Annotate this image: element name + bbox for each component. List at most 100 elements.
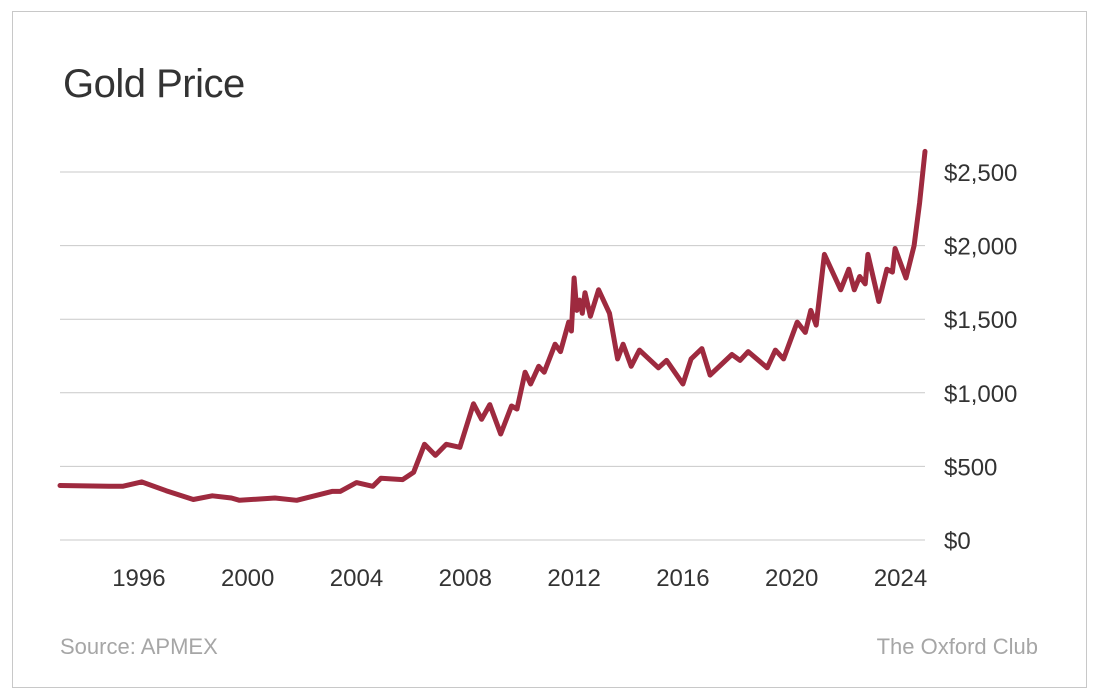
y-tick-label: $2,500 — [944, 160, 1017, 187]
chart-title: Gold Price — [63, 62, 245, 106]
series-line-gold-price — [57, 148, 928, 503]
data-point — [121, 484, 125, 488]
y-tick-label: $2,000 — [944, 234, 1017, 261]
brand-label: The Oxford Club — [876, 634, 1038, 659]
data-point — [746, 350, 750, 354]
x-tick-label: 2016 — [656, 565, 709, 592]
series-layer — [57, 148, 928, 503]
data-point — [488, 403, 492, 407]
data-point — [238, 498, 242, 502]
data-point — [608, 311, 612, 315]
x-tick-label: 1996 — [112, 565, 165, 592]
data-point — [814, 323, 818, 327]
data-point — [795, 320, 799, 324]
gridlines — [60, 171, 925, 541]
data-point — [578, 298, 582, 302]
data-point — [330, 489, 334, 493]
data-point — [839, 288, 843, 292]
data-point — [923, 149, 927, 153]
data-point — [191, 498, 195, 502]
data-point — [412, 470, 416, 474]
y-tick-label: $1,000 — [944, 381, 1017, 408]
data-point — [847, 267, 851, 271]
data-point — [904, 276, 908, 280]
data-point — [559, 350, 563, 354]
data-point — [444, 442, 448, 446]
data-point — [210, 494, 214, 498]
data-point — [885, 267, 889, 271]
data-point — [629, 364, 633, 368]
data-point — [273, 496, 277, 500]
data-point — [588, 314, 592, 318]
x-tick-label: 2004 — [330, 565, 383, 592]
data-point — [809, 308, 813, 312]
data-point — [689, 357, 693, 361]
y-axis-ticks: $0 $500 $1,000 $1,500 $2,000 $2,500 — [944, 160, 1017, 555]
data-point — [665, 358, 669, 362]
data-point — [708, 373, 712, 377]
data-point — [140, 480, 144, 484]
data-point — [58, 484, 62, 488]
data-point — [569, 329, 573, 333]
data-point — [765, 366, 769, 370]
data-point — [621, 342, 625, 346]
data-point — [863, 282, 867, 286]
data-point — [458, 445, 462, 449]
data-point — [890, 270, 894, 274]
y-tick-label: $500 — [944, 454, 997, 481]
data-point — [499, 432, 503, 436]
data-point — [401, 478, 405, 482]
data-point — [738, 358, 742, 362]
data-point — [355, 481, 359, 485]
data-point — [877, 300, 881, 304]
data-point — [510, 404, 514, 408]
y-tick-label: $1,500 — [944, 307, 1017, 334]
data-point — [730, 353, 734, 357]
data-point — [616, 357, 620, 361]
data-point — [681, 382, 685, 386]
data-point — [542, 370, 546, 374]
data-point — [423, 442, 427, 446]
data-point — [338, 489, 342, 493]
data-point — [480, 417, 484, 421]
data-point — [229, 496, 233, 500]
data-point — [164, 489, 168, 493]
data-point — [700, 347, 704, 351]
data-point — [580, 311, 584, 315]
y-tick-label: $0 — [944, 528, 971, 555]
data-point — [893, 247, 897, 251]
data-point — [822, 252, 826, 256]
data-point — [295, 498, 299, 502]
data-point — [371, 484, 375, 488]
source-label: Source: APMEX — [60, 634, 218, 659]
data-point — [583, 291, 587, 295]
data-point — [529, 382, 533, 386]
data-point — [572, 276, 576, 280]
chart-card — [12, 11, 1087, 688]
data-point — [637, 348, 641, 352]
data-point — [803, 330, 807, 334]
x-tick-label: 2020 — [765, 565, 818, 592]
data-point — [537, 364, 541, 368]
data-point — [515, 407, 519, 411]
data-point — [858, 275, 862, 279]
data-point — [656, 366, 660, 370]
data-point — [472, 402, 476, 406]
x-tick-label: 2000 — [221, 565, 274, 592]
data-point — [852, 288, 856, 292]
data-point — [773, 348, 777, 352]
x-tick-label: 2008 — [439, 565, 492, 592]
data-point — [866, 252, 870, 256]
x-tick-label: 2024 — [874, 565, 927, 592]
data-point — [912, 244, 916, 248]
data-point — [782, 357, 786, 361]
data-point — [918, 201, 922, 205]
data-point — [553, 342, 557, 346]
data-point — [523, 370, 527, 374]
data-point — [597, 288, 601, 292]
data-point — [107, 484, 111, 488]
x-tick-label: 2012 — [547, 565, 600, 592]
data-point — [433, 453, 437, 457]
data-point — [379, 476, 383, 480]
